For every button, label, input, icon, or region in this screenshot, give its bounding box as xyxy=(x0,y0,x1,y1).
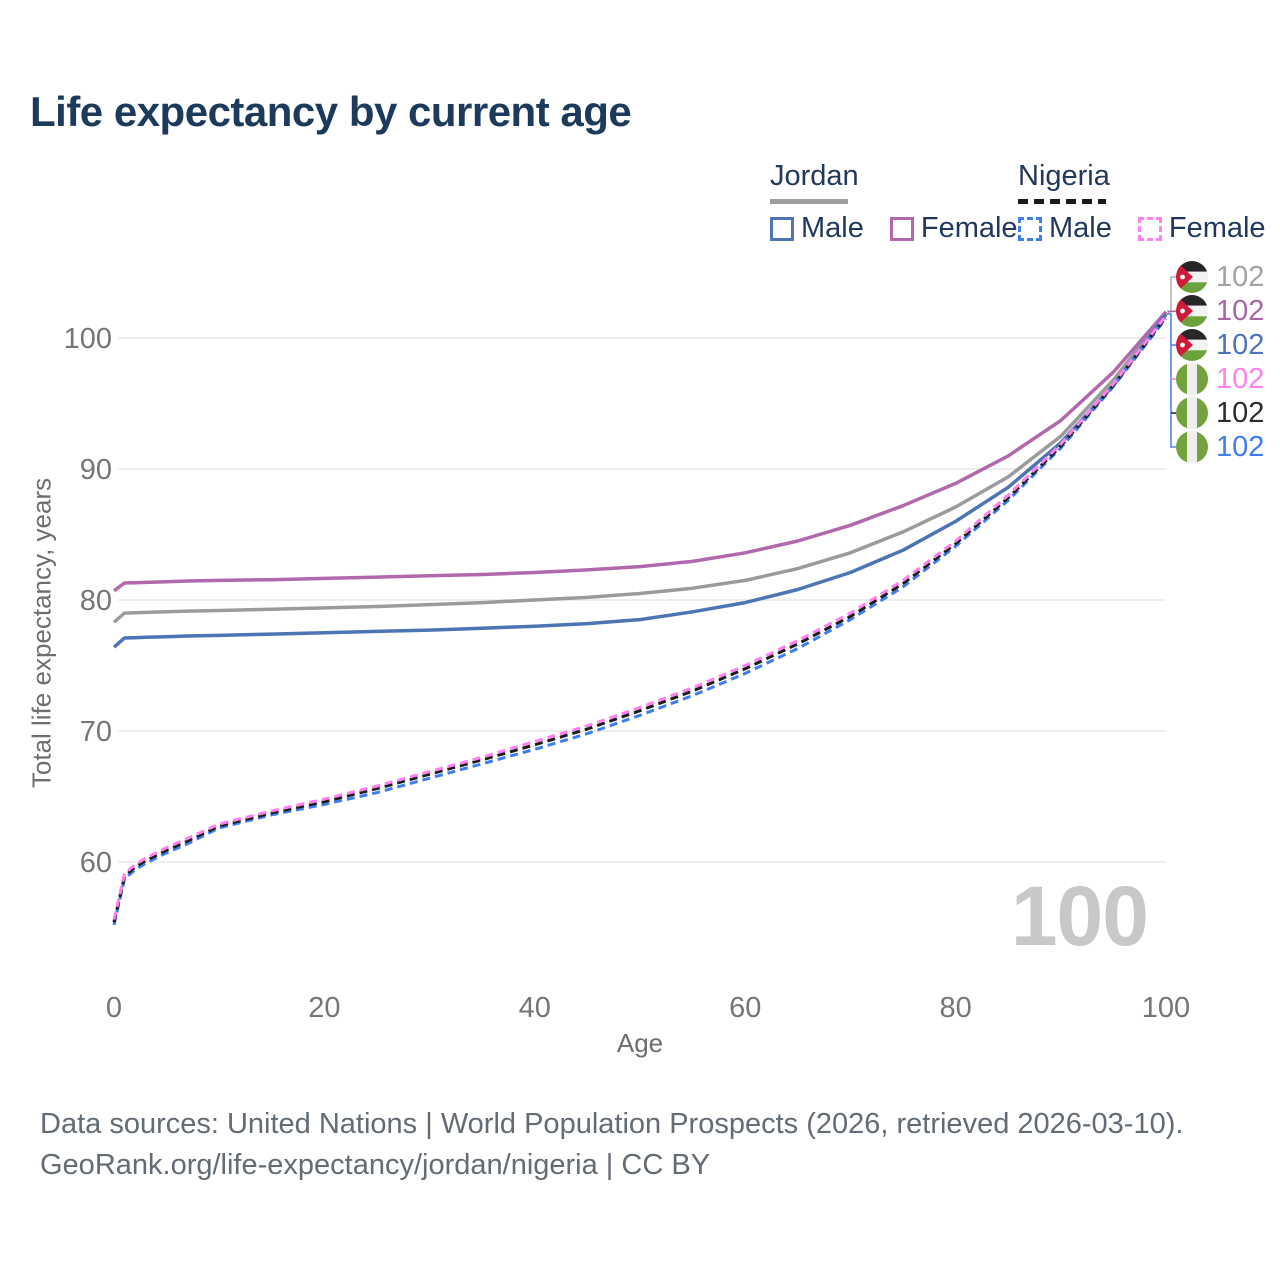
end-label-value: 102 xyxy=(1216,260,1265,293)
nigeria-female-swatch-icon xyxy=(1137,216,1162,241)
footer-data-sources: Data sources: United Nations | World Pop… xyxy=(40,1108,1184,1140)
end-label-value: 102 xyxy=(1216,294,1265,327)
footer: Data sources: United Nations | World Pop… xyxy=(40,1104,1183,1186)
end-label-row: 102 xyxy=(1176,430,1264,464)
series-line-jordan-total[interactable] xyxy=(112,312,1168,624)
legend-label-nigeria-male: Male xyxy=(1049,212,1112,244)
end-label-row: 102 xyxy=(1176,294,1264,328)
legend-country-nigeria[interactable]: Nigeria xyxy=(1018,160,1110,192)
nigeria-flag-icon xyxy=(1176,363,1208,395)
end-label-value: 102 xyxy=(1216,328,1265,361)
series-line-jordan-male[interactable] xyxy=(112,313,1168,649)
end-label-value: 102 xyxy=(1216,430,1265,463)
legend-item-jordan-male[interactable]: Male xyxy=(770,212,864,245)
jordan-flag-icon xyxy=(1176,329,1208,361)
nigeria-male-swatch-icon xyxy=(1018,216,1042,241)
x-tick-label: 100 xyxy=(1142,992,1190,1024)
series-line-nigeria-total[interactable] xyxy=(112,316,1168,923)
y-axis-title: Total life expectancy, years xyxy=(26,477,57,789)
legend-country-jordan[interactable]: Jordan xyxy=(770,160,859,192)
leader-line xyxy=(1167,276,1176,312)
page-title: Life expectancy by current age xyxy=(30,88,632,135)
series-line-nigeria-male[interactable] xyxy=(112,317,1168,926)
legend-items-nigeria: Male Female xyxy=(1018,212,1266,245)
x-tick-label: 80 xyxy=(939,992,971,1024)
end-label-row: 102 xyxy=(1176,260,1264,294)
series-end-labels: 102 102 102 102 102 102 xyxy=(1176,260,1264,464)
nigeria-flag-icon xyxy=(1176,397,1208,429)
legend-label-jordan-male: Male xyxy=(801,212,864,244)
x-tick-label: 20 xyxy=(308,992,340,1024)
jordan-flag-icon xyxy=(1176,261,1208,293)
y-tick-label: 80 xyxy=(80,585,112,617)
x-tick-label: 60 xyxy=(729,992,761,1024)
y-tick-label: 90 xyxy=(80,454,112,486)
x-axis-title: Age xyxy=(616,1028,664,1058)
end-label-row: 102 xyxy=(1176,362,1264,396)
leader-line xyxy=(1167,310,1177,313)
x-tick-label: 0 xyxy=(106,992,122,1024)
end-label-value: 102 xyxy=(1216,396,1265,429)
legend-group-nigeria: Nigeria Male Female xyxy=(1018,160,1266,245)
nigeria-flag-icon xyxy=(1176,431,1208,463)
end-label-row: 102 xyxy=(1176,328,1264,362)
end-label-value: 102 xyxy=(1216,362,1265,395)
jordan-flag-icon xyxy=(1176,295,1208,327)
legend-label-nigeria-female: Female xyxy=(1168,212,1266,244)
legend-item-nigeria-male[interactable]: Male xyxy=(1018,212,1112,245)
legend-items-jordan: Male Female xyxy=(770,212,1018,245)
series-line-nigeria-female[interactable] xyxy=(112,314,1168,920)
y-tick-label: 70 xyxy=(80,716,112,748)
end-label-row: 102 xyxy=(1176,396,1264,430)
y-tick-label: 60 xyxy=(80,847,112,879)
jordan-female-swatch-icon xyxy=(889,216,914,241)
jordan-solid-line-swatch-icon xyxy=(770,199,848,204)
legend-label-jordan-female: Female xyxy=(920,212,1018,244)
footer-attribution[interactable]: GeoRank.org/life-expectancy/jordan/niger… xyxy=(40,1149,711,1181)
y-tick-label: 100 xyxy=(64,323,112,355)
leader-line xyxy=(1167,313,1176,448)
age-watermark: 100 xyxy=(1010,869,1149,963)
jordan-male-swatch-icon xyxy=(770,216,794,241)
series-line-jordan-female[interactable] xyxy=(112,310,1168,593)
legend-group-jordan: Jordan Male Female xyxy=(770,160,1018,245)
x-tick-label: 40 xyxy=(519,992,551,1024)
legend-item-nigeria-female[interactable]: Female xyxy=(1137,212,1266,245)
legend-item-jordan-female[interactable]: Female xyxy=(889,212,1018,245)
nigeria-dashed-line-swatch-icon xyxy=(1018,199,1106,204)
